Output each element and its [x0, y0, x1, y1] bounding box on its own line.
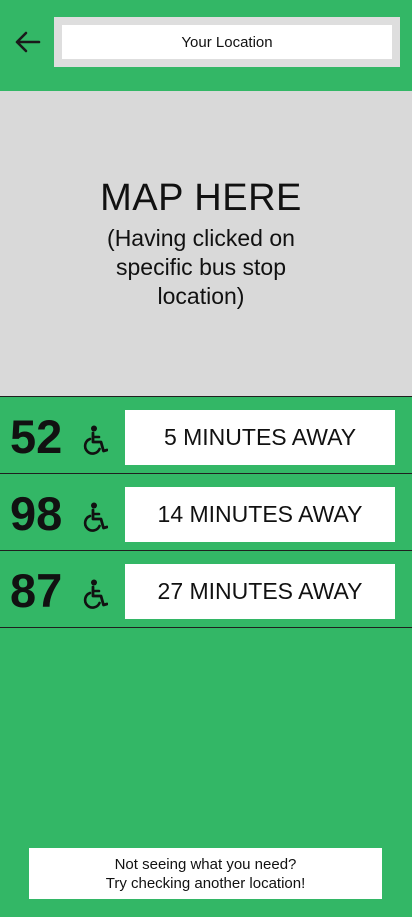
route-number: 98 [10, 487, 63, 540]
wheelchair-icon [83, 425, 108, 455]
app-header [0, 0, 412, 91]
bus-list: 52 5 MINUTES AWAY 98 14 MINUTES AWAY 87 … [0, 396, 412, 628]
wheelchair-icon [83, 579, 108, 609]
map-title: MAP HERE [100, 176, 302, 219]
map-subtitle: (Having clicked on specific bus stop loc… [107, 224, 295, 309]
arrow-left-icon [15, 31, 41, 53]
eta-box[interactable]: 27 MINUTES AWAY [125, 564, 395, 619]
back-button[interactable] [9, 26, 45, 58]
wheelchair-icon [83, 502, 108, 532]
bus-row[interactable]: 87 27 MINUTES AWAY [0, 551, 412, 628]
route-number: 87 [10, 564, 63, 617]
location-search-input[interactable] [62, 25, 392, 59]
route-number: 52 [10, 410, 63, 463]
eta-box[interactable]: 5 MINUTES AWAY [125, 410, 395, 465]
location-search-frame [54, 17, 400, 67]
footer-line-1: Not seeing what you need? [114, 856, 297, 873]
another-location-prompt[interactable]: Not seeing what you need? Try checking a… [29, 848, 382, 899]
footer-line-2: Try checking another location! [105, 875, 306, 892]
bus-row[interactable]: 52 5 MINUTES AWAY [0, 396, 412, 474]
map-placeholder[interactable]: MAP HERE (Having clicked on specific bus… [0, 91, 412, 396]
eta-box[interactable]: 14 MINUTES AWAY [125, 487, 395, 542]
bus-row[interactable]: 98 14 MINUTES AWAY [0, 474, 412, 551]
